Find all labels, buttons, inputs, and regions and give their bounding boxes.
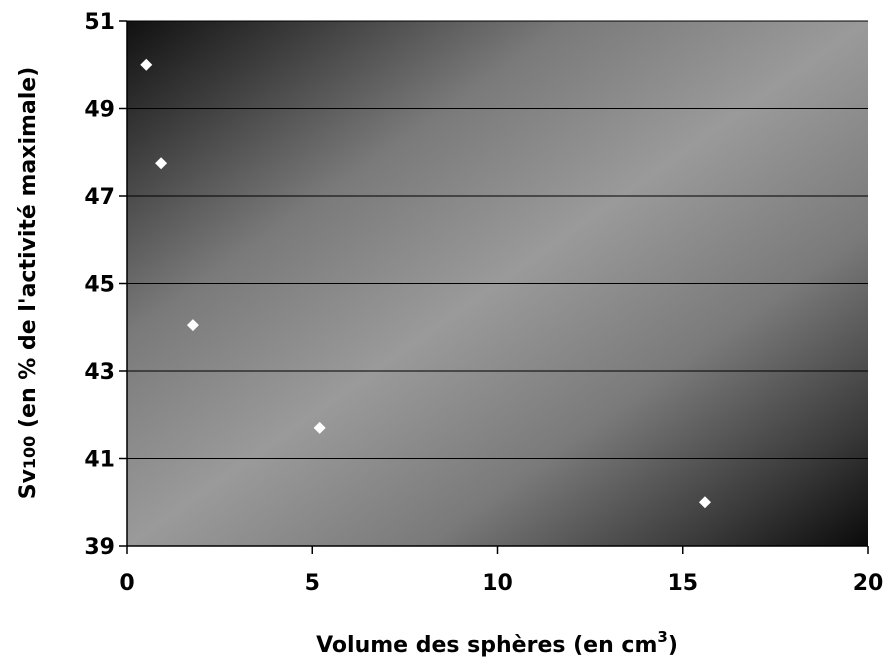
data-point-1: [140, 58, 153, 71]
data-points: [140, 58, 711, 509]
y-tick-label-49: 49: [84, 98, 115, 123]
y-axis-title: Sv100 (en % de l'activité maximale): [16, 67, 41, 500]
grid-lines: [127, 20, 868, 459]
y-tick-label-41: 41: [84, 448, 115, 473]
y-tick-label-45: 45: [84, 273, 115, 298]
x-axis-title-superscript: 3: [657, 628, 667, 646]
x-axis-title: Volume des sphères (en cm3): [316, 628, 678, 658]
x-tick-label-10: 10: [482, 571, 513, 596]
y-axis-title-subscript: 100: [20, 436, 39, 469]
y-tick-label-47: 47: [84, 185, 115, 210]
data-point-4: [313, 421, 326, 434]
data-point-5: [698, 496, 711, 509]
x-tick-label-20: 20: [853, 571, 884, 596]
x-axis-title-end: ): [668, 633, 678, 658]
y-axis-ticks: 39 41 43 45 47 49 51: [84, 10, 127, 560]
x-axis-ticks: 0 5 10 15 20: [119, 546, 883, 596]
data-point-3: [186, 319, 199, 332]
x-tick-label-0: 0: [119, 571, 134, 596]
y-tick-label-43: 43: [84, 360, 115, 385]
y-tick-label-39: 39: [84, 535, 115, 560]
data-point-2: [155, 157, 168, 170]
x-tick-label-5: 5: [305, 571, 320, 596]
x-tick-label-15: 15: [667, 571, 698, 596]
y-tick-label-51: 51: [84, 10, 115, 35]
y-axis-title-rest: (en % de l'activité maximale): [16, 67, 41, 436]
